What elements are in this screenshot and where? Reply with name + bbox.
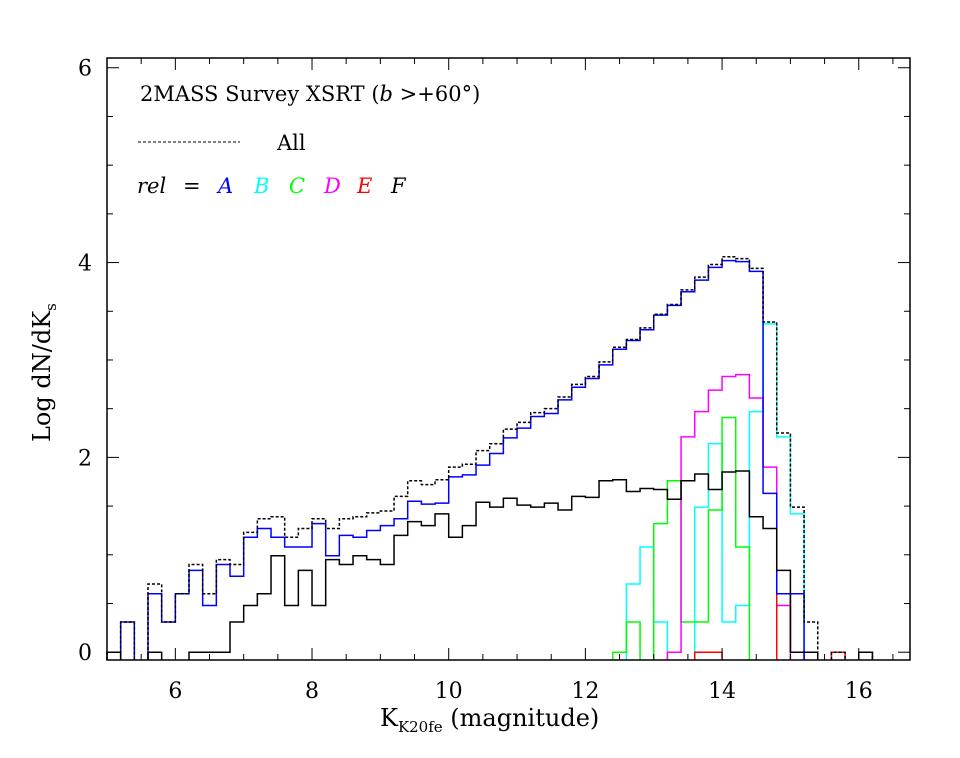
series-line-d [666, 373, 792, 660]
x-axis-label: KK20fe (magnitude) [380, 704, 599, 736]
y-label-sub: s [42, 303, 60, 311]
y-tick-label: 6 [78, 57, 92, 82]
series-layer [106, 255, 874, 660]
legend-equals: = [183, 174, 201, 198]
legend-entry-b: B [253, 174, 269, 198]
x-tick-label: 14 [708, 679, 736, 704]
title-suffix: >+60°) [393, 82, 480, 106]
x-tick-label: 12 [571, 679, 599, 704]
series-line-c [611, 416, 751, 660]
legend-rel-label: rel [137, 174, 166, 198]
x-label-sub: K20fe [398, 718, 443, 736]
y-tick-label: 2 [78, 446, 92, 471]
chart-title: 2MASS Survey XSRT (b >+60°) [140, 82, 480, 106]
title-variable: b [380, 82, 393, 106]
series-line-a [119, 259, 805, 660]
y-label-main: Log dN/dK [28, 310, 56, 442]
y-axis-label: Log dN/dKs [28, 303, 60, 442]
legend-entry-d: D [323, 174, 341, 198]
tick-layer: 6 8 10 12 14 16 0 2 4 6 [78, 57, 910, 704]
legend-entry-e: E [356, 174, 372, 198]
x-label-main: K [380, 704, 399, 732]
legend-all-label: All [276, 131, 306, 155]
title-prefix: 2MASS Survey XSRT ( [140, 82, 380, 106]
series-line-f [106, 470, 874, 660]
plot-frame [106, 57, 911, 661]
y-tick-label: 4 [78, 252, 92, 277]
x-label-suffix: (magnitude) [443, 704, 600, 732]
x-tick-label: 10 [435, 679, 463, 704]
y-tick-label: 0 [78, 641, 92, 666]
series-line-e [693, 593, 846, 660]
x-tick-label: 6 [168, 679, 182, 704]
x-tick-label: 8 [305, 679, 319, 704]
legend-entry-c: C [289, 174, 305, 198]
legend-entry-f: F [390, 174, 407, 198]
x-tick-label: 16 [845, 679, 873, 704]
series-line-all [106, 255, 874, 660]
legend-entry-a: A [216, 174, 233, 198]
